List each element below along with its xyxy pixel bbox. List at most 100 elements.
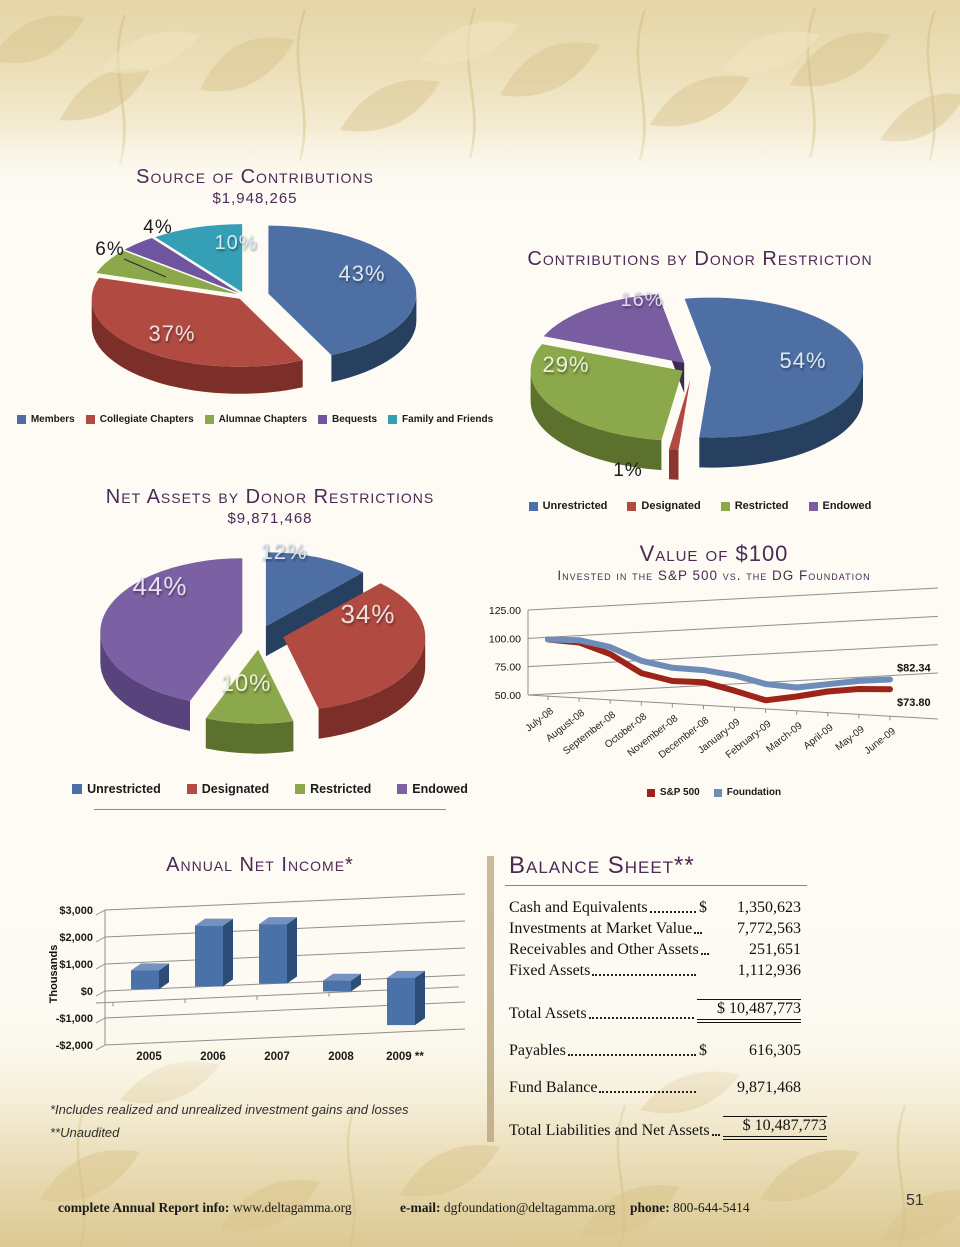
legend-item: Endowed — [808, 500, 871, 512]
legend-swatch — [713, 788, 722, 797]
income-chart-title: Annual Net Income* — [166, 854, 354, 876]
legend-label: Collegiate Chapters — [99, 414, 194, 425]
legend-item: Unrestricted — [528, 500, 607, 512]
svg-text:$3,000: $3,000 — [59, 905, 93, 917]
value100-chart-subtitle: Invested in the S&P 500 vs. the DG Found… — [557, 568, 871, 584]
donor-restriction-section: Contributions by Donor Restriction 54% 1%… — [500, 248, 900, 512]
net-assets-chart-title: Net Assets by Donor Restrictions — [105, 486, 435, 508]
legend-item: Alumnae Chapters — [204, 414, 307, 425]
svg-text:1%: 1% — [613, 460, 642, 481]
footer-email: e-mail: dgfoundation@deltagamma.org — [400, 1200, 615, 1216]
svg-text:$1,000: $1,000 — [59, 959, 93, 971]
footer-email-label: e-mail: — [400, 1200, 441, 1215]
legend-swatch — [204, 415, 214, 424]
legend-item: Unrestricted — [72, 782, 161, 796]
balance-sheet-title: Balance Sheet** — [509, 852, 695, 879]
svg-text:6%: 6% — [95, 239, 124, 260]
legend-swatch — [646, 788, 655, 797]
svg-text:43%: 43% — [338, 261, 385, 286]
legend-item: Restricted — [720, 500, 789, 512]
svg-text:Thousands: Thousands — [48, 945, 60, 1004]
svg-text:2005: 2005 — [136, 1051, 162, 1063]
balance-sheet-section: Balance Sheet** Cash and Equivalents $1,3… — [487, 852, 907, 1142]
legend-label: Designated — [201, 782, 270, 796]
net-assets-total: $9,871,468 — [227, 510, 313, 527]
value100-chart-title: Value of $100 — [639, 541, 789, 566]
svg-text:$2,000: $2,000 — [59, 932, 93, 944]
legend-item: Family and Friends — [388, 414, 493, 425]
value100-legend: S&P 500 Foundation — [483, 787, 945, 798]
svg-text:2007: 2007 — [264, 1051, 290, 1063]
legend-label: Foundation — [726, 787, 782, 799]
svg-text:4%: 4% — [143, 217, 172, 238]
balance-row: Fund Balance 9,871,468 — [509, 1079, 801, 1096]
page-number: 51 — [906, 1192, 924, 1209]
svg-text:16%: 16% — [620, 289, 663, 311]
source-chart-title: Source of Contributions — [136, 166, 374, 188]
svg-text:10%: 10% — [214, 232, 257, 254]
svg-text:2009 **: 2009 ** — [386, 1051, 424, 1063]
legend-item: S&P 500 — [646, 787, 700, 799]
section-divider — [94, 809, 446, 810]
footer-report-info-label: complete Annual Report info: — [58, 1200, 230, 1215]
svg-text:37%: 37% — [148, 321, 195, 346]
svg-text:2008: 2008 — [328, 1051, 354, 1063]
svg-text:50.00: 50.00 — [495, 690, 521, 702]
legend-item: Members — [16, 414, 75, 425]
legend-swatch — [720, 501, 730, 511]
legend-swatch — [528, 501, 538, 511]
svg-text:34%: 34% — [340, 599, 395, 629]
legend-swatch — [295, 784, 306, 794]
legend-item: Designated — [186, 782, 270, 796]
balance-row: Total Liabilities and Net Assets $ 10,487… — [509, 1116, 827, 1140]
svg-text:June-09: June-09 — [863, 726, 899, 757]
legend-swatch — [627, 501, 637, 511]
svg-text:April-09: April-09 — [802, 722, 836, 752]
legend-label: S&P 500 — [659, 787, 700, 799]
footnote-gains: *Includes realized and unrealized invest… — [50, 1102, 409, 1117]
balance-sheet-rule — [505, 885, 807, 886]
legend-label: Family and Friends — [402, 414, 494, 425]
balance-sheet-accent-bar — [487, 856, 494, 1142]
source-chart-total: $1,948,265 — [212, 190, 298, 207]
legend-item: Endowed — [397, 782, 468, 796]
legend-label: Restricted — [734, 500, 789, 512]
net-assets-pie-chart: 12% 34% 10% 44% — [100, 539, 426, 754]
svg-text:-$2,000: -$2,000 — [56, 1040, 93, 1052]
svg-text:29%: 29% — [542, 352, 589, 377]
legend-label: Endowed — [412, 782, 468, 796]
legend-swatch — [72, 784, 83, 794]
source-pie-chart: 43% 37% 6% 4% 10% — [91, 217, 417, 394]
legend-item: Foundation — [713, 787, 782, 799]
svg-text:44%: 44% — [132, 571, 187, 601]
legend-item: Collegiate Chapters — [85, 414, 194, 425]
legend-swatch — [16, 415, 26, 424]
legend-swatch — [388, 415, 398, 424]
footer-report-info-url[interactable]: www.deltagamma.org — [232, 1200, 352, 1215]
legend-label: Members — [30, 414, 75, 425]
balance-row: Investments at Market Value 7,772,563 — [509, 920, 801, 937]
legend-label: Bequests — [332, 414, 378, 425]
legend-swatch — [85, 415, 95, 424]
balance-row: Payables $616,305 — [509, 1042, 801, 1059]
legend-swatch — [318, 415, 328, 424]
footer-phone: phone: 800-644-5414 — [630, 1200, 750, 1216]
svg-text:$82.34: $82.34 — [897, 663, 932, 675]
source-legend: Members Collegiate Chapters Alumnae Chapte… — [16, 414, 493, 425]
balance-sheet-rows: Cash and Equivalents $1,350,623 Investment… — [509, 899, 827, 1140]
footer-email-address[interactable]: dgfoundation@deltagamma.org — [443, 1200, 616, 1215]
income-bar-chart: $3,000 $2,000 $1,000 $0 -$1,000 -$2,000 2005 20… — [48, 893, 466, 1063]
source-of-contributions-section: Source of Contributions $1,948,265 43% 37… — [16, 166, 493, 425]
legend-item: Bequests — [318, 414, 377, 425]
donor-pie-chart: 54% 1% 29% 16% — [530, 289, 864, 481]
donor-chart-title: Contributions by Donor Restriction — [527, 248, 873, 270]
legend-swatch — [808, 501, 818, 511]
svg-text:54%: 54% — [779, 348, 826, 373]
footnote-unaudited: **Unaudited — [50, 1125, 120, 1140]
legend-item: Designated — [627, 500, 701, 512]
legend-swatch — [397, 784, 408, 794]
donor-legend: Unrestricted Designated Restricted Endowed — [500, 500, 900, 512]
svg-text:$73.80: $73.80 — [897, 697, 931, 709]
legend-swatch — [186, 784, 197, 794]
